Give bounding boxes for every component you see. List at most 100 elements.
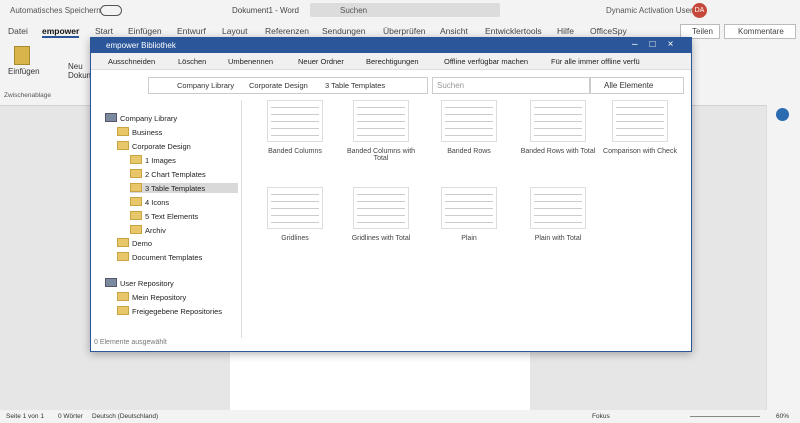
template-label: Banded Rows — [447, 148, 491, 155]
folder-icon — [130, 155, 142, 164]
side-pane — [766, 105, 800, 410]
folder-icon — [117, 141, 129, 150]
template-item[interactable]: Banded Columns with Total — [341, 100, 421, 162]
template-item[interactable]: Banded Columns — [255, 100, 335, 155]
search-box[interactable] — [310, 3, 500, 17]
tree-label: User Repository — [120, 279, 174, 288]
page-count: Seite 1 von 1 — [6, 413, 44, 420]
user-name: Dynamic Activation User — [606, 6, 693, 15]
tree-node[interactable]: User Repository — [105, 278, 174, 288]
template-thumbnail — [267, 100, 323, 142]
tree-label: 4 Icons — [145, 198, 170, 207]
document-title: Dokument1 - Word — [232, 6, 299, 15]
status-bar — [0, 410, 800, 423]
tree-node[interactable]: 2 Chart Templates — [130, 169, 206, 179]
ribbon-tab[interactable]: Start — [95, 26, 113, 36]
breadcrumb-item[interactable]: Company Library — [177, 81, 235, 90]
ribbon-tab[interactable]: empower — [42, 26, 80, 38]
tree-label: 5 Text Elements — [145, 212, 199, 221]
zoom: 60% — [776, 413, 790, 420]
tree-label: Business — [132, 128, 163, 137]
ribbon-tab[interactable]: Hilfe — [557, 26, 575, 36]
template-label: Plain — [461, 235, 477, 242]
tree-label: Archiv — [145, 226, 166, 235]
tree-label: 3 Table Templates — [145, 184, 206, 193]
autosave-toggle[interactable] — [100, 5, 122, 16]
template-thumbnail — [441, 100, 497, 142]
toolbar-button[interactable]: Umbenennen — [228, 57, 274, 66]
ribbon-tab[interactable]: Einfügen — [128, 26, 162, 36]
dialog-title: empower Bibliothek — [106, 41, 176, 50]
toolbar-button[interactable]: Für alle immer offline verfü — [551, 57, 640, 66]
dialog-search-placeholder: Suchen — [437, 81, 465, 90]
folder-icon — [105, 278, 117, 287]
toolbar-button[interactable]: Löschen — [178, 57, 207, 66]
tree-node[interactable]: Mein Repository — [117, 292, 186, 302]
breadcrumb-item[interactable]: 3 Table Templates — [325, 81, 386, 90]
clipboard-group: Zwischenablage — [4, 92, 51, 99]
template-thumbnail — [353, 100, 409, 142]
dialog-toolbar — [91, 53, 691, 70]
template-label: Comparison with Check — [603, 148, 677, 155]
template-label: Gridlines — [281, 235, 309, 242]
template-item[interactable]: Gridlines — [255, 187, 335, 242]
tree-node[interactable]: 1 Images — [130, 155, 176, 165]
toolbar-button[interactable]: Neuer Ordner — [298, 57, 344, 66]
user-avatar[interactable]: DA — [692, 3, 707, 18]
tree-node[interactable]: Company Library — [105, 113, 177, 123]
template-thumbnail — [353, 187, 409, 229]
template-label: Banded Columns with Total — [346, 148, 416, 162]
tree-node[interactable]: Freigegebene Repositories — [117, 306, 222, 316]
share-label: Teilen — [692, 27, 713, 36]
breadcrumb-item[interactable]: Corporate Design — [249, 81, 308, 90]
share-button[interactable] — [680, 24, 720, 39]
comments-button[interactable] — [724, 24, 796, 39]
template-label: Plain with Total — [534, 235, 582, 242]
folder-icon — [117, 238, 129, 247]
toolbar-button[interactable]: Berechtigungen — [366, 57, 419, 66]
template-item[interactable]: Gridlines with Total — [341, 187, 421, 242]
tree-node[interactable]: Business — [117, 127, 162, 137]
tree-label: Mein Repository — [132, 293, 187, 302]
tree-label: Freigegebene Repositories — [132, 307, 223, 316]
toolbar-button[interactable]: Offline verfügbar machen — [444, 57, 529, 66]
paste-label: Einfügen — [8, 67, 40, 76]
toolbar-button[interactable]: Ausschneiden — [108, 57, 156, 66]
search-placeholder: Suchen — [340, 6, 368, 15]
template-item[interactable]: Plain — [429, 187, 509, 242]
ribbon-tab[interactable]: Sendungen — [322, 26, 366, 36]
ribbon-tab[interactable]: Layout — [222, 26, 248, 36]
tree-node[interactable]: Archiv — [130, 225, 166, 235]
folder-icon — [117, 252, 129, 261]
tree-node[interactable]: Demo — [117, 238, 152, 248]
filter-dropdown[interactable] — [590, 77, 684, 94]
ribbon-tab[interactable]: OfficeSpy — [590, 26, 627, 36]
ribbon-tab[interactable]: Referenzen — [265, 26, 309, 36]
folder-icon — [130, 169, 142, 178]
tree-node[interactable]: 3 Table Templates — [130, 183, 238, 193]
zoom-slider[interactable] — [690, 416, 760, 417]
tree-label: Demo — [132, 239, 153, 248]
empower-icon[interactable] — [776, 108, 789, 121]
language: Deutsch (Deutschland) — [92, 413, 159, 420]
template-item[interactable]: Banded Rows with Total — [518, 100, 598, 155]
template-item[interactable]: Plain with Total — [518, 187, 598, 242]
paste-icon[interactable] — [14, 46, 30, 65]
ribbon-tab[interactable]: Entwicklertools — [485, 26, 542, 36]
template-item[interactable]: Banded Rows — [429, 100, 509, 155]
ribbon-tab[interactable]: Entwurf — [177, 26, 206, 36]
tree-node[interactable]: Corporate Design — [117, 141, 191, 151]
template-item[interactable]: Comparison with Check — [600, 100, 680, 155]
tree-node[interactable]: 4 Icons — [130, 197, 169, 207]
ribbon-tab[interactable]: Überprüfen — [383, 26, 426, 36]
tree-label: Company Library — [120, 114, 178, 123]
breadcrumb-box — [148, 77, 428, 94]
focus[interactable]: Fokus — [592, 413, 610, 420]
tree-node[interactable]: 5 Text Elements — [130, 211, 198, 221]
search-field[interactable] — [432, 77, 590, 94]
window-controls[interactable]: –□× — [632, 39, 686, 50]
ribbon-tab[interactable]: Datei — [8, 26, 28, 36]
ribbon-tab[interactable]: Ansicht — [440, 26, 468, 36]
tree-node[interactable]: Document Templates — [117, 252, 202, 262]
folder-icon — [117, 306, 129, 315]
